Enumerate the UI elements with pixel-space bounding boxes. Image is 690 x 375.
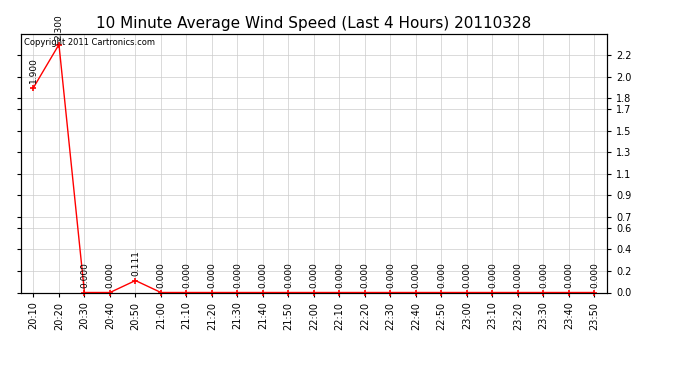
Text: 0.000: 0.000 bbox=[182, 262, 191, 288]
Text: 0.000: 0.000 bbox=[106, 262, 115, 288]
Text: 0.111: 0.111 bbox=[131, 251, 140, 276]
Text: 0.000: 0.000 bbox=[590, 262, 599, 288]
Text: 0.000: 0.000 bbox=[437, 262, 446, 288]
Text: 0.000: 0.000 bbox=[360, 262, 369, 288]
Text: 0.000: 0.000 bbox=[80, 262, 89, 288]
Text: 0.000: 0.000 bbox=[513, 262, 522, 288]
Text: 0.000: 0.000 bbox=[564, 262, 573, 288]
Text: 0.000: 0.000 bbox=[539, 262, 548, 288]
Text: 0.000: 0.000 bbox=[411, 262, 420, 288]
Text: Copyright 2011 Cartronics.com: Copyright 2011 Cartronics.com bbox=[23, 38, 155, 46]
Text: 0.000: 0.000 bbox=[335, 262, 344, 288]
Text: 1.900: 1.900 bbox=[29, 58, 38, 84]
Text: 0.000: 0.000 bbox=[462, 262, 471, 288]
Text: 0.000: 0.000 bbox=[284, 262, 293, 288]
Text: 0.000: 0.000 bbox=[309, 262, 319, 288]
Text: 0.000: 0.000 bbox=[157, 262, 166, 288]
Text: 0.000: 0.000 bbox=[488, 262, 497, 288]
Text: 2.300: 2.300 bbox=[55, 15, 63, 40]
Text: 0.000: 0.000 bbox=[208, 262, 217, 288]
Title: 10 Minute Average Wind Speed (Last 4 Hours) 20110328: 10 Minute Average Wind Speed (Last 4 Hou… bbox=[97, 16, 531, 31]
Text: 0.000: 0.000 bbox=[233, 262, 242, 288]
Text: 0.000: 0.000 bbox=[386, 262, 395, 288]
Text: 0.000: 0.000 bbox=[259, 262, 268, 288]
